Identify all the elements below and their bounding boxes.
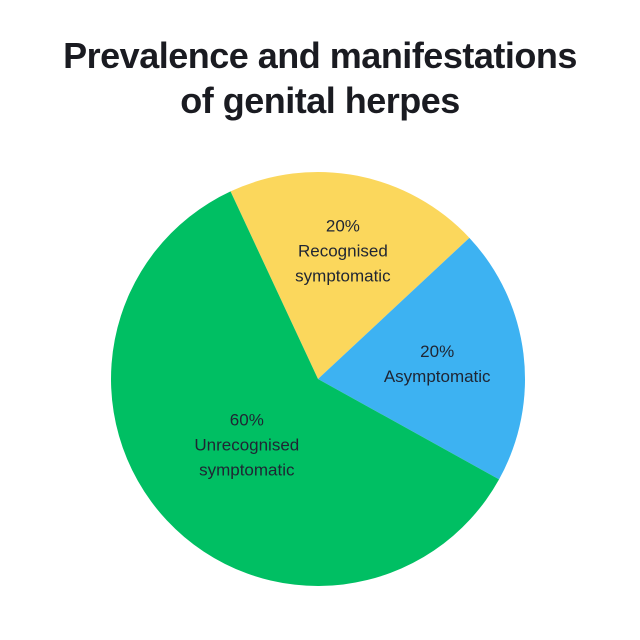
pie-label-percent: 60%: [229, 410, 264, 430]
pie-label-percent: 20%: [325, 216, 360, 236]
pie-slice-asymptomatic: [318, 237, 526, 480]
pie-label-percent: 20%: [420, 342, 455, 362]
pie-slice-recognised-symptomatic: [230, 171, 470, 379]
pie-label-unrecognised-symptomatic: 60% Unrecognised symptomatic: [157, 408, 337, 483]
pie-label-asymptomatic: 20% Asymptomatic: [347, 339, 527, 389]
pie-label-name: Asymptomatic: [383, 367, 491, 387]
pie-slice-unrecognised-symptomatic: [111, 191, 500, 586]
pie-label-recognised-symptomatic: 20% Recognised symptomatic: [253, 214, 433, 289]
pie-label-name: Recognised symptomatic: [295, 241, 391, 286]
chart-title-line-2: of genital herpes: [180, 80, 460, 121]
chart-title-line-1: Prevalence and manifestations: [63, 35, 577, 76]
chart-title: Prevalence and manifestations of genital…: [0, 33, 640, 123]
pie-label-name: Unrecognised symptomatic: [194, 435, 300, 480]
